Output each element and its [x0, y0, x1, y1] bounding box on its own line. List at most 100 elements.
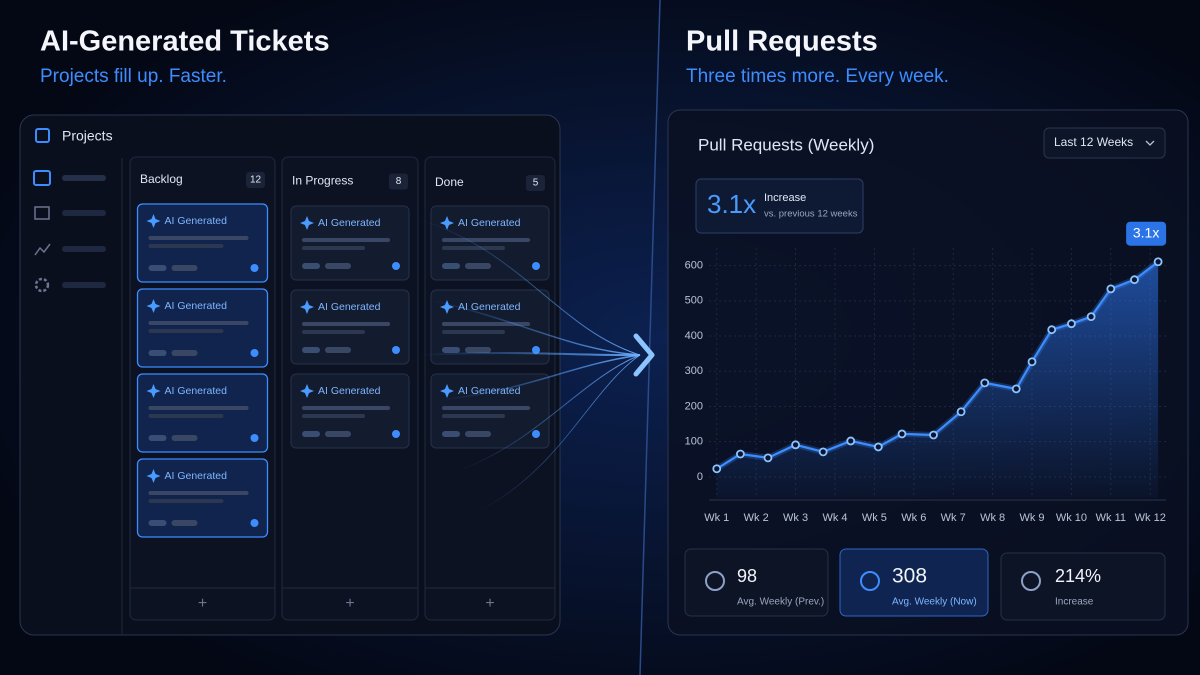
card-label: AI Generated — [165, 470, 228, 482]
status-dot — [532, 346, 540, 354]
tag — [148, 350, 167, 356]
x-tick-label: Wk 3 — [783, 512, 808, 524]
text-line — [302, 414, 365, 418]
tag — [302, 347, 320, 353]
right-subtitle: Three times more. Every week. — [686, 66, 949, 87]
point — [897, 429, 907, 439]
sparkle-icon — [440, 384, 454, 398]
nav-item[interactable] — [62, 210, 106, 216]
dropdown-caret[interactable] — [1145, 140, 1155, 146]
text-line — [148, 414, 224, 418]
ticket-card[interactable] — [136, 458, 269, 538]
ticket-card[interactable] — [290, 373, 410, 449]
ticket-card[interactable] — [290, 205, 410, 281]
tag — [171, 520, 198, 526]
status-dot — [250, 519, 259, 527]
ticket-card[interactable] — [136, 373, 269, 453]
text-line — [442, 330, 505, 334]
tag — [302, 431, 320, 437]
stat-card — [684, 548, 829, 617]
text-line — [302, 330, 365, 334]
text-line — [302, 246, 365, 250]
y-tick-label: 200 — [685, 400, 703, 412]
add-card-button[interactable]: + — [485, 595, 494, 612]
tag — [442, 431, 460, 437]
range-select-label[interactable]: Last 12 Weeks — [1054, 135, 1133, 149]
ticket-card[interactable] — [136, 203, 269, 283]
x-tick-label: Wk 7 — [941, 512, 966, 524]
point — [736, 449, 745, 459]
tag — [465, 431, 491, 437]
x-tick-label: Wk 9 — [1019, 512, 1044, 524]
card-label: AI Generated — [318, 301, 381, 313]
text-line — [442, 238, 530, 242]
tag — [148, 435, 167, 441]
annotation: 3.1x — [1133, 224, 1159, 240]
ticket-card[interactable] — [136, 288, 269, 368]
nav-item[interactable] — [62, 175, 106, 181]
count-badge — [246, 172, 265, 188]
x-tick-label: Wk 8 — [980, 512, 1005, 524]
sparkle-icon — [146, 384, 161, 398]
nav-icon[interactable] — [34, 206, 50, 220]
tag — [325, 263, 351, 269]
ticket-card[interactable] — [430, 205, 550, 281]
tag — [325, 347, 351, 353]
nav-icon[interactable] — [34, 277, 50, 293]
add-card-button[interactable]: + — [345, 595, 354, 612]
stat-value: 98 — [737, 566, 757, 586]
tag — [302, 263, 320, 269]
nav-icon[interactable] — [34, 243, 51, 256]
add-card-button[interactable]: + — [198, 595, 207, 612]
point — [818, 447, 828, 457]
status-dot — [392, 262, 400, 270]
range-select[interactable] — [1043, 127, 1166, 159]
point — [763, 453, 773, 463]
nav-icon[interactable] — [33, 170, 51, 186]
tag — [171, 265, 198, 271]
point — [1067, 319, 1076, 329]
point — [1011, 384, 1021, 394]
stat-value: 308 — [892, 565, 927, 588]
y-tick-label: 100 — [685, 436, 703, 448]
chart-title: Pull Requests (Weekly) — [698, 135, 874, 154]
chart-panel — [667, 109, 1189, 636]
ticket-card[interactable] — [290, 289, 410, 365]
column-name: Backlog — [140, 172, 183, 186]
column-name: Done — [435, 175, 464, 189]
column-count: 5 — [533, 178, 539, 189]
text-line — [302, 322, 390, 326]
point — [1130, 275, 1139, 285]
x-tick-label: Wk 11 — [1096, 512, 1126, 524]
text-line — [442, 246, 505, 250]
sparkle-icon — [440, 216, 454, 230]
sparkle-icon — [146, 214, 161, 228]
nav-item[interactable] — [62, 246, 106, 252]
ticket-card[interactable] — [430, 289, 550, 365]
card-label: AI Generated — [458, 217, 521, 229]
point — [956, 407, 966, 417]
status-dot — [250, 349, 259, 357]
card-label: AI Generated — [165, 385, 228, 397]
stat-label: Avg. Weekly (Now) — [892, 597, 977, 608]
status-dot — [532, 262, 540, 270]
ticket-card[interactable] — [430, 373, 550, 449]
text-line — [148, 244, 224, 248]
stat-icon — [705, 571, 725, 591]
flow-beams — [419, 219, 641, 511]
sparkle-icon — [440, 300, 454, 314]
column-count: 12 — [250, 175, 262, 186]
nav-item[interactable] — [62, 282, 106, 288]
point — [1027, 357, 1037, 367]
right-title: Pull Requests — [686, 26, 878, 58]
x-tick-label: Wk 1 — [704, 512, 729, 524]
sparkle-icon — [146, 469, 161, 483]
flow-arrow — [633, 333, 655, 377]
point — [712, 464, 722, 474]
highlight-value: 3.1x — [707, 189, 756, 219]
highlight-box — [695, 178, 864, 234]
projects-icon — [35, 128, 50, 143]
stat-label: Increase — [1055, 597, 1094, 608]
y-tick-label: 600 — [685, 260, 703, 272]
